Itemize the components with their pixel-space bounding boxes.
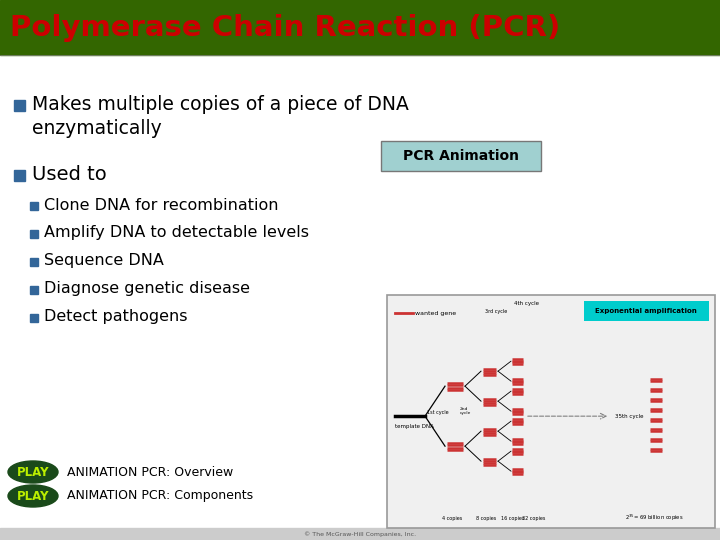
Text: 4th cycle: 4th cycle	[514, 301, 539, 306]
Text: Diagnose genetic disease: Diagnose genetic disease	[44, 281, 250, 296]
Bar	[14, 170, 25, 180]
Text: 16 copies: 16 copies	[501, 516, 525, 521]
Text: Used to: Used to	[32, 165, 107, 185]
Text: Clone DNA for recombination: Clone DNA for recombination	[44, 198, 279, 213]
Text: 4 copies: 4 copies	[442, 516, 462, 521]
Text: ANIMATION PCR: Overview: ANIMATION PCR: Overview	[67, 465, 233, 478]
Text: 3rd cycle: 3rd cycle	[485, 309, 508, 314]
Bar	[30, 202, 38, 210]
Bar	[30, 286, 38, 294]
Bar	[14, 99, 25, 111]
Text: 32 copies: 32 copies	[522, 516, 546, 521]
Ellipse shape	[8, 461, 58, 483]
Text: PLAY: PLAY	[17, 489, 49, 503]
FancyBboxPatch shape	[584, 301, 709, 321]
Bar	[387, 295, 715, 528]
Text: ANIMATION PCR: Components: ANIMATION PCR: Components	[67, 489, 253, 503]
Bar	[0, 528, 720, 540]
Text: Detect pathogens: Detect pathogens	[44, 309, 187, 325]
Text: Sequence DNA: Sequence DNA	[44, 253, 164, 268]
Bar	[30, 314, 38, 322]
Bar	[30, 258, 38, 266]
Bar	[30, 230, 38, 238]
Text: PCR Animation: PCR Animation	[403, 149, 519, 163]
Text: enzymatically: enzymatically	[32, 118, 162, 138]
Text: Polymerase Chain Reaction (PCR): Polymerase Chain Reaction (PCR)	[10, 14, 560, 42]
Text: 2nd
cycle: 2nd cycle	[460, 407, 472, 415]
Bar	[0, 0, 720, 55]
Text: 1st cycle: 1st cycle	[427, 410, 449, 415]
Text: © The McGraw-Hill Companies, Inc.: © The McGraw-Hill Companies, Inc.	[304, 531, 416, 537]
Text: template DNA: template DNA	[395, 424, 434, 429]
Text: $2^{35}$= 69 billion copies: $2^{35}$= 69 billion copies	[625, 513, 683, 523]
Text: 8 copies: 8 copies	[476, 516, 496, 521]
Ellipse shape	[8, 485, 58, 507]
Text: Amplify DNA to detectable levels: Amplify DNA to detectable levels	[44, 226, 309, 240]
Text: 35th cycle: 35th cycle	[615, 414, 644, 418]
Text: PLAY: PLAY	[17, 465, 49, 478]
Text: wanted gene: wanted gene	[415, 310, 456, 315]
Text: Makes multiple copies of a piece of DNA: Makes multiple copies of a piece of DNA	[32, 96, 409, 114]
Text: Exponential amplification: Exponential amplification	[595, 308, 697, 314]
FancyBboxPatch shape	[381, 141, 541, 171]
